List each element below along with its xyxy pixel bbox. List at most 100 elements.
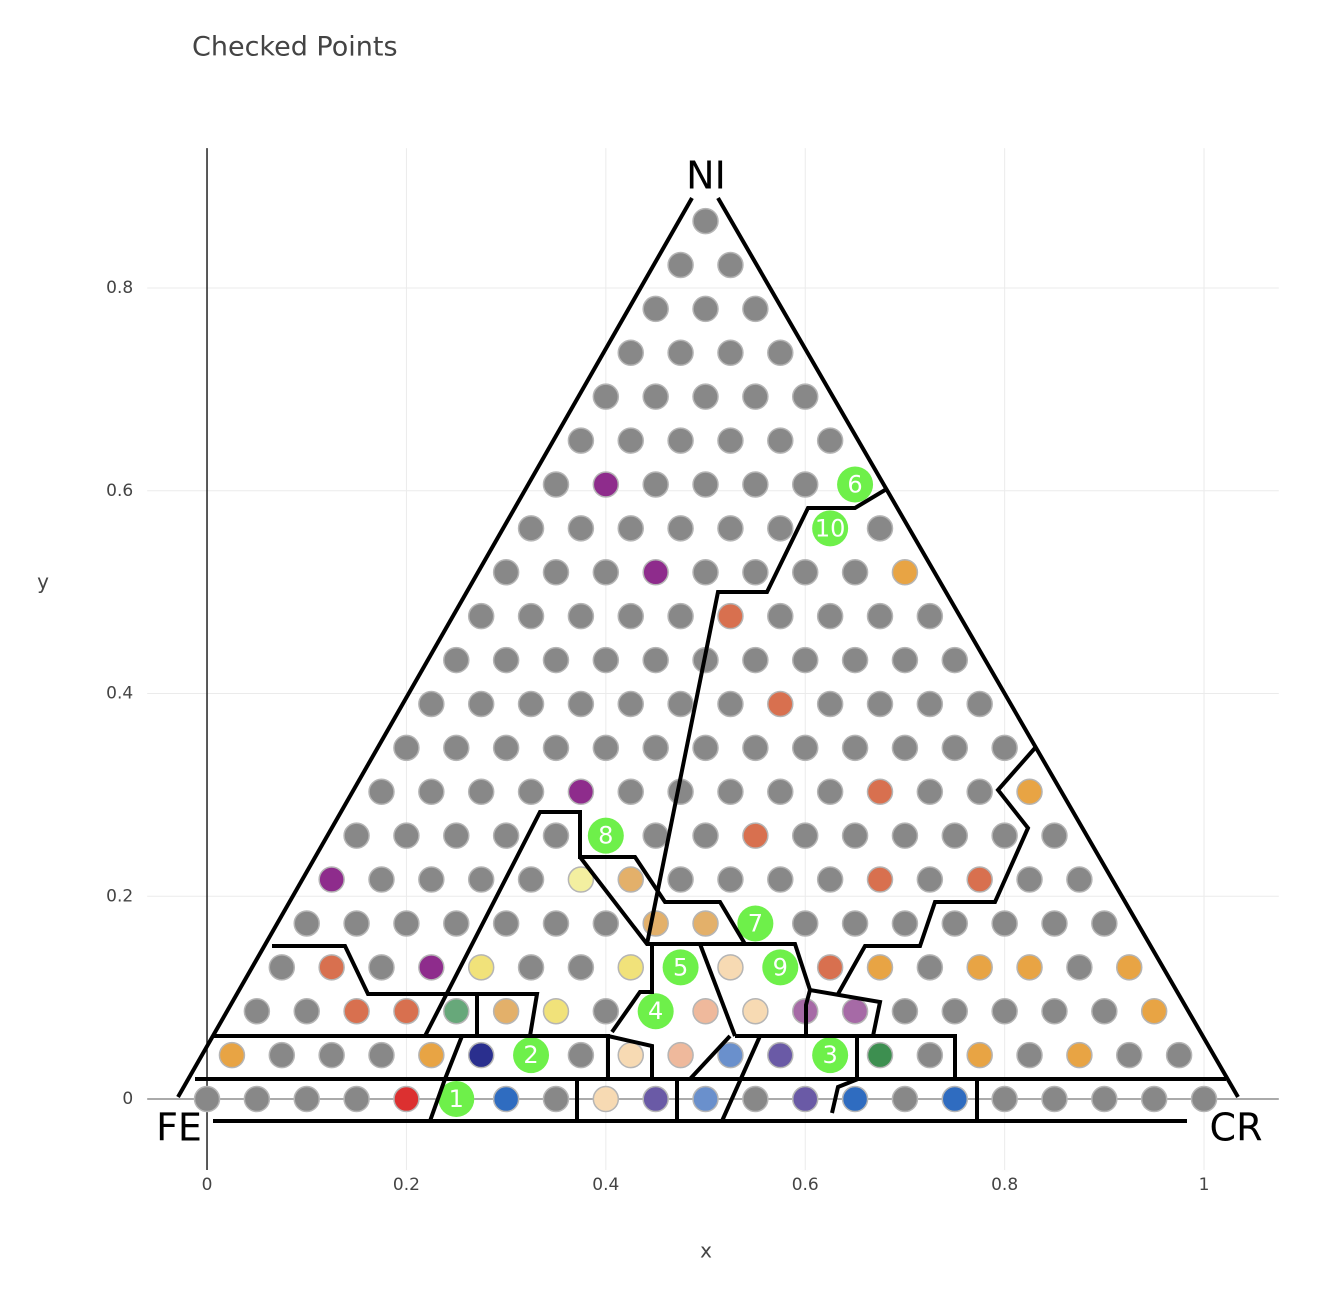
checked-point [587, 817, 624, 854]
point [467, 866, 495, 893]
point [343, 910, 370, 937]
point [268, 1041, 296, 1069]
point [542, 1085, 570, 1113]
point [567, 954, 595, 981]
point [617, 866, 644, 893]
chart-title: Checked Points [192, 32, 398, 63]
point [343, 822, 370, 849]
point [816, 866, 844, 893]
point-label: 7 [748, 909, 763, 937]
checked-point [837, 466, 874, 503]
point [692, 997, 719, 1025]
point [592, 559, 620, 586]
point [293, 1085, 320, 1113]
point [667, 1041, 694, 1069]
point [841, 997, 869, 1025]
point [717, 1041, 744, 1069]
point [1041, 822, 1068, 849]
point [841, 734, 869, 762]
point [1140, 1085, 1168, 1113]
point [617, 778, 644, 806]
point [742, 646, 769, 674]
point [443, 734, 470, 762]
point [941, 1085, 969, 1113]
point [866, 690, 894, 718]
point [567, 602, 595, 630]
point [991, 997, 1018, 1025]
point [193, 1085, 221, 1113]
x-tick-label: 1 [1199, 1175, 1210, 1195]
point [418, 954, 445, 981]
point-label: 6 [847, 470, 862, 498]
point [692, 471, 719, 498]
point [368, 1041, 395, 1069]
point [517, 778, 545, 806]
point [767, 339, 794, 367]
point [443, 997, 470, 1025]
point [592, 1085, 620, 1113]
triangle-edge [176, 197, 694, 1098]
checked-point [662, 949, 699, 986]
point [617, 690, 644, 718]
point [692, 207, 719, 235]
y-tick-label: 0.6 [106, 481, 133, 501]
point [592, 471, 620, 498]
point [1041, 997, 1068, 1025]
point [891, 734, 919, 762]
point [1190, 1085, 1218, 1113]
point [742, 295, 769, 323]
point-label: 5 [673, 953, 688, 981]
point [642, 1085, 669, 1113]
point [692, 822, 719, 849]
point [966, 1041, 993, 1069]
point-label: 2 [523, 1041, 538, 1069]
point [243, 997, 271, 1025]
y-axis-title: y [37, 570, 49, 594]
boundary [272, 944, 540, 1037]
point [1115, 954, 1143, 981]
point [492, 1085, 520, 1113]
point [742, 997, 769, 1025]
point [841, 822, 869, 849]
checked-point [737, 905, 774, 942]
point [642, 471, 669, 498]
point [642, 822, 669, 849]
point [791, 559, 819, 586]
point [667, 515, 694, 542]
point [991, 910, 1018, 937]
point [418, 866, 445, 893]
point [717, 778, 744, 806]
checked-point [812, 1037, 849, 1074]
point [742, 1085, 769, 1113]
point [742, 734, 769, 762]
point [492, 822, 520, 849]
boundary [804, 987, 883, 1037]
point [617, 602, 644, 630]
point [592, 383, 620, 410]
point [318, 866, 345, 893]
point [941, 646, 969, 674]
point [617, 427, 644, 454]
point [517, 602, 545, 630]
y-tick-label: 0.2 [106, 886, 133, 906]
point [517, 954, 545, 981]
point [492, 559, 520, 586]
x-tick-label: 0.8 [991, 1175, 1018, 1195]
point [1041, 1085, 1068, 1113]
point-label: 1 [449, 1085, 464, 1113]
point [1016, 778, 1043, 806]
point [742, 471, 769, 498]
point-label: 4 [648, 997, 663, 1025]
point [617, 515, 644, 542]
point-label: 8 [598, 822, 613, 850]
point [368, 866, 395, 893]
point [1115, 1041, 1143, 1069]
point [767, 515, 794, 542]
point-label: 10 [815, 514, 846, 542]
boundary [578, 855, 812, 991]
point [866, 515, 894, 542]
boundary [720, 1035, 762, 1122]
point [1041, 910, 1068, 937]
point [517, 690, 545, 718]
point [692, 295, 719, 323]
